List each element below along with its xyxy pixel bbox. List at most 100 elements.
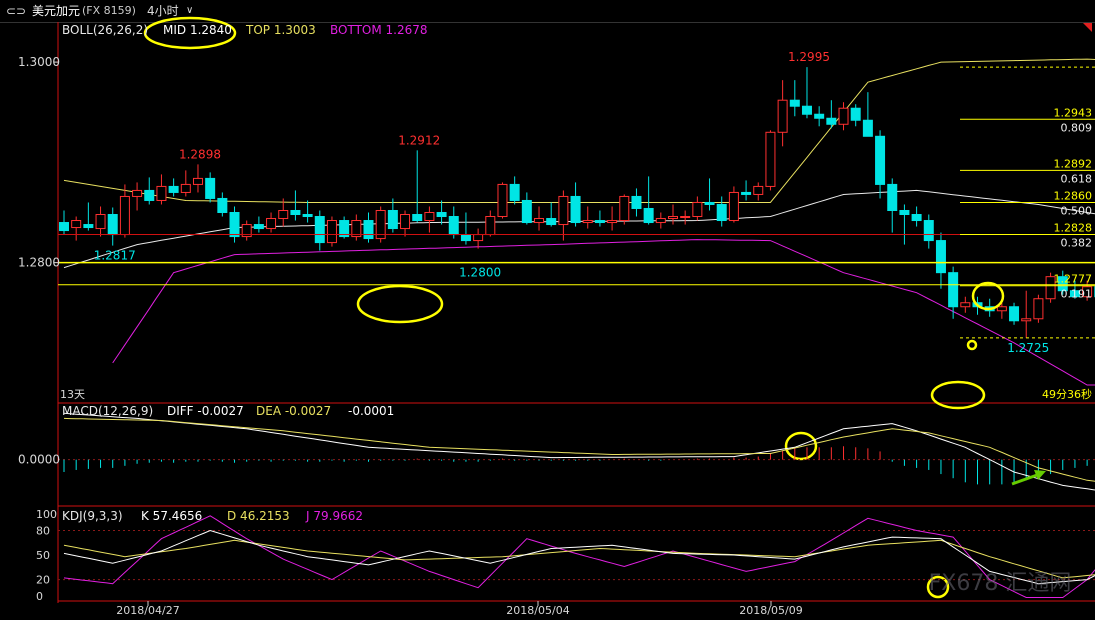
candle-body (71, 220, 82, 229)
candle (1082, 280, 1093, 301)
candle (363, 212, 374, 243)
candle (497, 182, 508, 219)
candle-body (119, 195, 130, 236)
candle-body (643, 207, 654, 224)
candle (619, 194, 630, 225)
candle-body (448, 216, 459, 236)
candle (205, 172, 216, 203)
candle-body (716, 203, 727, 222)
candle (424, 206, 435, 233)
candle (862, 92, 873, 137)
chevron-down-icon[interactable]: ∨ (186, 5, 194, 16)
kdj-label: KDJ(9,3,3) (62, 509, 123, 523)
candle-body (1033, 298, 1044, 320)
candle (302, 200, 313, 223)
highlight-ellipse (143, 16, 237, 50)
candle (668, 204, 678, 225)
candle (704, 178, 715, 211)
candle-body (217, 197, 228, 214)
candle (546, 202, 557, 227)
candle (387, 198, 398, 233)
candle-body (594, 220, 605, 224)
y-tick-label: 1.3000 (18, 55, 60, 69)
candle-body (107, 214, 118, 236)
kdj-d-value: D 46.2153 (227, 509, 290, 523)
highlight-ellipse (926, 575, 950, 599)
candle (741, 180, 752, 201)
candle-body (1045, 276, 1056, 300)
candle-body (1082, 286, 1093, 298)
candle-body (935, 240, 946, 274)
period-count-label: 13天 (60, 388, 85, 401)
period-selector[interactable]: 4小时 (147, 4, 179, 18)
candle-body (570, 195, 581, 224)
candle (241, 220, 252, 241)
candle-body (801, 105, 812, 115)
candle-body (339, 220, 350, 238)
candle-body (862, 119, 873, 137)
candle-body (168, 185, 179, 193)
candle-body (887, 183, 898, 211)
candle-body (582, 220, 593, 224)
candle-body (948, 272, 959, 308)
candle (692, 196, 703, 221)
candle (765, 130, 776, 191)
y-tick-label: 20 (36, 574, 50, 587)
candle-body (521, 199, 532, 224)
price-annotation: 1.2800 (459, 266, 501, 280)
candle (935, 232, 946, 289)
y-tick-label: 100 (36, 508, 57, 521)
candle-body (728, 191, 739, 222)
candle (351, 214, 362, 241)
candle-body (241, 224, 252, 238)
y-tick-label: 0.0000 (18, 453, 60, 467)
candle-body (473, 234, 484, 242)
candle-body (156, 185, 167, 201)
candle-body (619, 195, 630, 222)
boll-label: BOLL(26,26,2) (62, 23, 148, 37)
fib-price-label: 1.2892 (1054, 157, 1093, 170)
candle-body (655, 218, 666, 224)
back-arrows-icon[interactable]: ⊂⊃ (6, 4, 27, 18)
candle-body (278, 209, 289, 220)
candle (253, 216, 264, 233)
candle-body (607, 220, 618, 224)
candle-body (400, 214, 411, 230)
candle-body (741, 191, 752, 195)
candle-body (497, 183, 508, 218)
fib-price-label: 1.2777 (1054, 273, 1093, 286)
countdown-timer: 49分36秒 (1042, 387, 1092, 401)
candle (278, 198, 289, 227)
candle (607, 206, 618, 231)
candle (570, 182, 581, 227)
candle-body (1021, 318, 1032, 322)
kdj-j-line (63, 515, 1095, 598)
fib-price-label: 1.2860 (1054, 189, 1093, 202)
candle-body (546, 218, 557, 226)
candle (107, 207, 118, 246)
candle-body (838, 107, 849, 125)
candle (326, 216, 337, 247)
x-tick-label: 2018/04/27 (116, 604, 179, 617)
candle (814, 106, 825, 127)
candle-body (363, 220, 374, 240)
symbol-code: (FX 8159) (82, 4, 136, 17)
candle-body (996, 306, 1007, 312)
candle (473, 228, 484, 249)
candle (1009, 302, 1020, 325)
candle (485, 210, 496, 237)
candle (594, 210, 605, 227)
candle (314, 210, 325, 251)
price-annotation: 1.2725 (1007, 341, 1049, 355)
candle-body (875, 135, 886, 185)
candle (448, 206, 459, 239)
y-tick-label: 50 (36, 549, 50, 562)
price-annotation: 1.2912 (398, 133, 440, 147)
candle (655, 212, 666, 229)
x-tick-label: 2018/05/04 (506, 604, 569, 617)
candle (509, 176, 520, 205)
candle-body (485, 216, 496, 236)
candle (643, 176, 654, 225)
candle (180, 170, 191, 197)
